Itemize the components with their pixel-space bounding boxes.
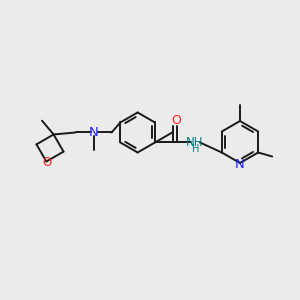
- Text: O: O: [43, 156, 52, 169]
- Text: N: N: [235, 158, 245, 170]
- Text: N: N: [89, 126, 98, 139]
- Text: O: O: [171, 114, 181, 127]
- Text: NH: NH: [186, 136, 204, 149]
- Text: H: H: [192, 145, 200, 154]
